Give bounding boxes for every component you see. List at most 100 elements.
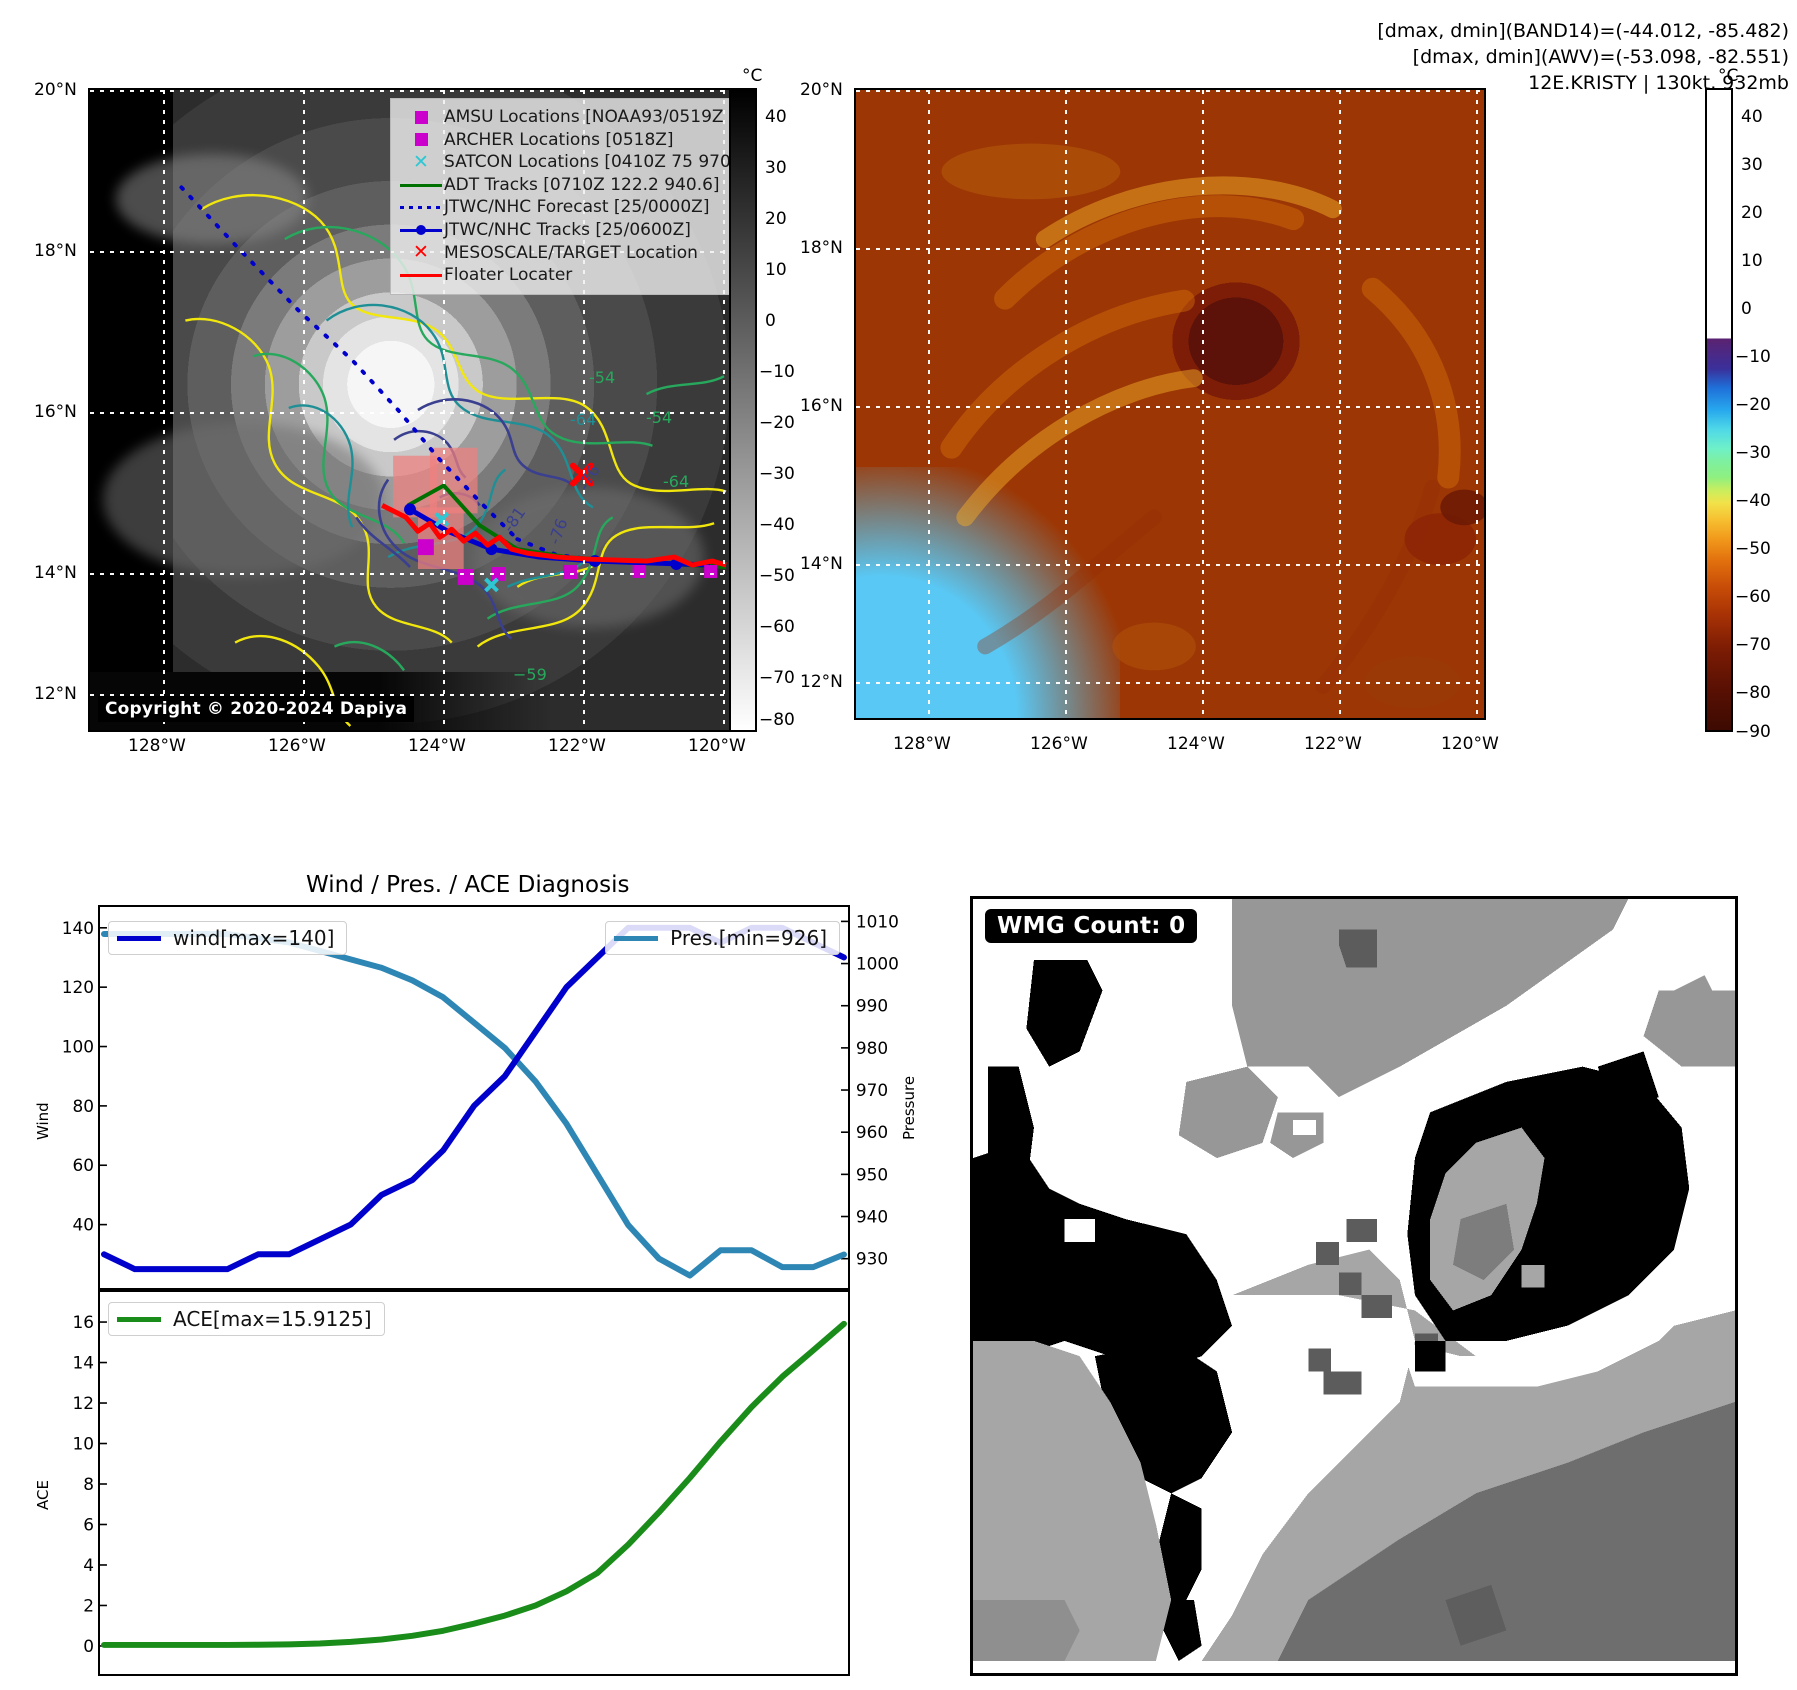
legend-label: ARCHER Locations [0518Z]	[444, 129, 674, 150]
ir-colorbar-tick: −10	[759, 362, 795, 382]
awv-colorbar-tick: −80	[1735, 683, 1771, 703]
svg-text:960: 960	[856, 1122, 888, 1142]
ir-colorbar-tick: −80	[759, 710, 795, 730]
pressure-legend: Pres.[min=926]	[605, 921, 840, 955]
svg-text:8: 8	[83, 1474, 94, 1494]
wind-legend: wind[max=140]	[108, 921, 348, 955]
wmg-count-badge: WMG Count: 0	[985, 909, 1198, 943]
graticule-12N	[90, 694, 730, 696]
svg-text:120: 120	[62, 977, 94, 997]
amsu-footprint	[429, 447, 478, 514]
awv-colorbar-tick: −90	[1735, 722, 1771, 742]
svg-text:16: 16	[73, 1312, 94, 1332]
legend-row-amsu: AMSU Locations [NOAA93/0519Z 135 934]	[398, 106, 730, 129]
wind-line-swatch	[117, 935, 161, 941]
pressure-line-swatch	[614, 935, 659, 941]
graticule-124W	[443, 90, 445, 730]
graticule-126W	[303, 90, 305, 730]
awv-colorbar-tick: 20	[1741, 203, 1763, 223]
legend-label: JTWC/NHC Tracks [25/0600Z]	[444, 219, 691, 240]
target-x-icon: ✕	[413, 241, 429, 264]
awv-colorbar-tick: −70	[1735, 635, 1771, 655]
ir-colorbar-tick: 30	[765, 158, 787, 178]
awv-colorbar-tick: 0	[1741, 299, 1752, 319]
graticule-14N	[856, 564, 1484, 566]
ir-mesoscale-map[interactable]: -54 -64 -54 -64 -76 -76 -81 −59 AMSU Loc…	[88, 88, 732, 732]
ir-overlay	[179, 185, 727, 727]
awv-enhanced-map[interactable]	[854, 88, 1486, 720]
svg-text:60: 60	[73, 1155, 94, 1175]
copyright-notice: Copyright © 2020-2024 Dapiya	[98, 696, 415, 722]
mesoscale-target-marker	[570, 462, 594, 487]
awv-colorbar	[1705, 88, 1733, 732]
ir-lat-tick: 16°N	[34, 402, 77, 422]
awv-cold-ocean-region	[856, 466, 1120, 718]
wind-axis-label: Wind	[34, 1102, 52, 1140]
svg-text:970: 970	[856, 1080, 888, 1100]
ir-colorbar-tick: −50	[759, 566, 795, 586]
wmg-pixel-field	[973, 899, 1735, 1661]
svg-text:100: 100	[62, 1036, 94, 1056]
awv-colorbar-tick: −40	[1735, 491, 1771, 511]
ir-colorbar-tick: 0	[765, 311, 776, 331]
legend-label: Floater Locater	[444, 265, 573, 286]
satcon-x-icon: ✕	[413, 150, 429, 173]
svg-text:0: 0	[83, 1636, 94, 1656]
awv-lon-tick: 124°W	[1167, 734, 1225, 754]
contour-label: -64	[570, 410, 597, 429]
ace-legend-label: ACE[max=15.9125]	[173, 1307, 372, 1331]
legend-label: SATCON Locations [0410Z 75 970]	[444, 152, 732, 173]
awv-lat-tick: 12°N	[800, 672, 843, 692]
pressure-legend-label: Pres.[min=926]	[670, 926, 827, 950]
satcon-location-marker	[434, 511, 499, 593]
ace-chart[interactable]: 0 2 4 6 8 10 12 14 16 ACE[max=15.9125]	[73, 1290, 850, 1676]
ir-lon-tick: 120°W	[688, 736, 746, 756]
ir-lon-tick: 126°W	[268, 736, 326, 756]
best-track-line-point-icon	[398, 225, 444, 236]
graticule-20N	[90, 90, 730, 92]
awv-colorbar-tick: −60	[1735, 587, 1771, 607]
graticule-128W	[163, 90, 165, 730]
awv-colorbar-tick: 10	[1741, 251, 1763, 271]
graticule-20N	[856, 90, 1484, 92]
awv-colorbar-unit: °C	[1718, 66, 1739, 86]
wind-pressure-chart[interactable]: 40 60 80 100 120 140 930 940 950 960 970 980 990 1000…	[62, 905, 899, 1290]
graticule-126W	[1065, 90, 1067, 718]
legend-row-adt: ADT Tracks [0710Z 122.2 940.6]	[398, 174, 730, 197]
graticule-18N	[856, 248, 1484, 250]
awv-colorbar-tick: −20	[1735, 395, 1771, 415]
ir-colorbar-unit: °C	[742, 66, 763, 86]
cloud-wisp	[115, 154, 308, 244]
legend-row-satcon: ✕ SATCON Locations [0410Z 75 970]	[398, 150, 732, 174]
ace-legend: ACE[max=15.9125]	[108, 1302, 385, 1336]
diagnosis-chart-title: Wind / Pres. / ACE Diagnosis	[306, 872, 630, 898]
legend-label: MESOSCALE/TARGET Location	[444, 242, 698, 263]
contour-label: −59	[513, 665, 547, 684]
ir-map-legend: AMSU Locations [NOAA93/0519Z 135 934] AR…	[390, 98, 732, 295]
ir-colorbar-tick: −40	[759, 515, 795, 535]
graticule-122W	[1339, 90, 1341, 718]
amsu-square-icon	[398, 110, 444, 124]
ir-colorbar-tick: 40	[765, 107, 787, 127]
legend-row-besttrack: JTWC/NHC Tracks [25/0600Z]	[398, 219, 730, 242]
svg-text:980: 980	[856, 1038, 888, 1058]
storm-annotation: [dmax, dmin](BAND14)=(-44.012, -85.482) …	[1377, 20, 1789, 94]
svg-text:80: 80	[73, 1096, 94, 1116]
ir-lon-tick: 124°W	[408, 736, 466, 756]
wind-legend-label: wind[max=140]	[173, 926, 335, 950]
ir-lat-tick: 12°N	[34, 684, 77, 704]
legend-label: JTWC/NHC Forecast [25/0000Z]	[444, 197, 710, 218]
awv-lat-tick: 16°N	[800, 396, 843, 416]
graticule-16N	[856, 406, 1484, 408]
legend-row-floater: Floater Locater	[398, 264, 730, 287]
awv-lon-tick: 128°W	[893, 734, 951, 754]
svg-text:40: 40	[73, 1215, 94, 1235]
wmg-classification-map[interactable]: WMG Count: 0	[970, 896, 1738, 1676]
svg-text:940: 940	[856, 1206, 888, 1226]
awv-lat-tick: 18°N	[800, 238, 843, 258]
svg-text:6: 6	[83, 1514, 94, 1534]
svg-text:1010: 1010	[856, 911, 899, 931]
ir-colorbar-tick: −60	[759, 617, 795, 637]
graticule-128W	[928, 90, 930, 718]
